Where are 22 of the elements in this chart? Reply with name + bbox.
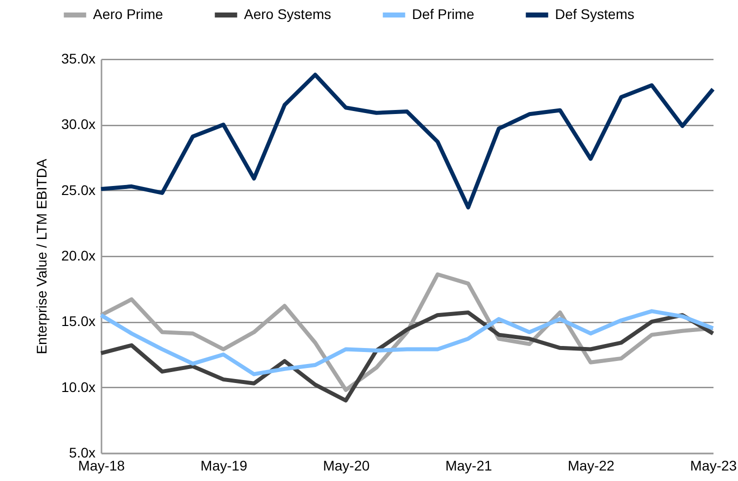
legend-label: Def Prime (412, 6, 474, 22)
x-tick-label: May-22 (568, 458, 615, 474)
line-series (99, 272, 715, 392)
y-tick-label: 30.0x (61, 116, 96, 132)
y-tick-label: 15.0x (61, 313, 96, 330)
y-tick-label: 20.0x (61, 248, 96, 264)
y-tick-label: 35.0x (61, 50, 96, 66)
y-axis-title: Enterprise Value / LTM EBITDA (33, 158, 50, 354)
x-tick-label: May-23 (690, 458, 738, 474)
line-series (99, 310, 715, 402)
y-tick-label: 25.0x (61, 182, 96, 198)
line-series (99, 72, 715, 210)
y-tick-label: 10.0x (61, 378, 96, 395)
line-series (99, 309, 715, 376)
x-tick-label: May-21 (445, 458, 492, 474)
x-tick-label: May-20 (322, 458, 370, 474)
x-tick-label: May-19 (200, 458, 248, 474)
y-tick-label: 5.0x (69, 444, 96, 460)
legend-label: Aero Prime (93, 6, 164, 22)
legend-label: Def Systems (555, 6, 634, 22)
legend-label: Aero Systems (244, 6, 332, 22)
x-tick-label: May-18 (78, 458, 126, 474)
